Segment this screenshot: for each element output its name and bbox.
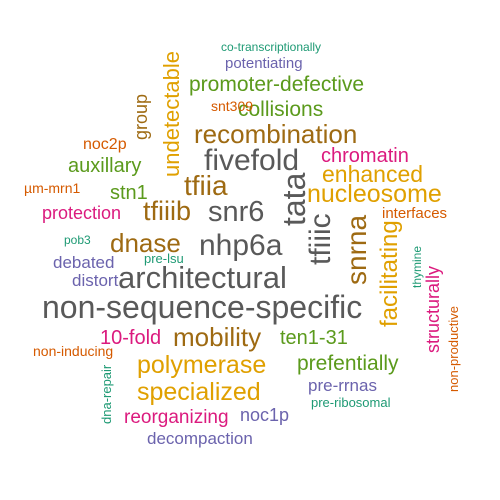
word-noc2p: noc2p — [83, 136, 127, 153]
word-snrna: snrna — [341, 214, 372, 285]
word-snt309: snt309 — [211, 98, 254, 114]
word-noc1p: noc1p — [240, 405, 290, 425]
word-pre-lsu: pre-lsu — [144, 251, 184, 266]
word-stn1: stn1 — [110, 182, 148, 204]
word-non-sequence-specific: non-sequence-specific — [42, 289, 363, 325]
word-potentiating: potentiating — [225, 55, 303, 72]
word-polymerase: polymerase — [137, 351, 267, 379]
word-reorganizing: reorganizing — [124, 407, 229, 428]
word-non-inducing: non-inducing — [33, 343, 114, 359]
word-thymine: thymine — [410, 245, 424, 288]
word-promoter-defective: promoter-defective — [189, 73, 365, 96]
word-tfiiib: tfiiib — [143, 196, 192, 226]
word-prefentially: prefentially — [297, 352, 399, 375]
word-enhanced: enhanced — [322, 161, 424, 187]
word-tfiia: tfiia — [184, 170, 228, 201]
word-facilitating: facilitating — [376, 220, 403, 327]
word-structurally: structurally — [423, 265, 443, 353]
word-protection: protection — [42, 203, 122, 223]
word-recombination: recombination — [194, 119, 358, 149]
word-interfaces: interfaces — [382, 205, 448, 222]
word-co-transcriptionally: co-transcriptionally — [221, 40, 322, 54]
word-pre-rrnas: pre-rrnas — [308, 376, 377, 395]
word-mobility: mobility — [173, 322, 262, 352]
word-collisions: collisions — [238, 98, 324, 121]
word-group: group — [131, 93, 151, 140]
word-chromatin: chromatin — [321, 145, 409, 167]
word-non-productive: non-productive — [446, 306, 461, 392]
word-um-mrn1: µm-mrn1 — [24, 180, 81, 196]
word-dnase: dnase — [110, 228, 181, 258]
word-pre-ribosomal: pre-ribosomal — [311, 395, 391, 410]
word-nucleosome: nucleosome — [307, 180, 442, 208]
word-distort: distort — [72, 271, 119, 290]
word-nhp6a: nhp6a — [199, 229, 283, 262]
word-tfiiic: tfiiic — [304, 213, 337, 265]
word-pob3: pob3 — [64, 233, 91, 247]
word-decompaction: decompaction — [147, 429, 253, 448]
word-dna-repair: dna-repair — [99, 364, 114, 424]
word-undetectable: undetectable — [159, 51, 184, 177]
word-ten1-31: ten1-31 — [280, 327, 348, 349]
word-debated: debated — [53, 253, 115, 272]
word-10-fold: 10-fold — [100, 327, 162, 349]
word-specialized: specialized — [137, 378, 261, 406]
word-fivefold: fivefold — [204, 144, 300, 177]
word-auxillary: auxillary — [68, 155, 142, 177]
word-architectural: architectural — [118, 260, 287, 295]
word-snr6: snr6 — [208, 196, 265, 228]
